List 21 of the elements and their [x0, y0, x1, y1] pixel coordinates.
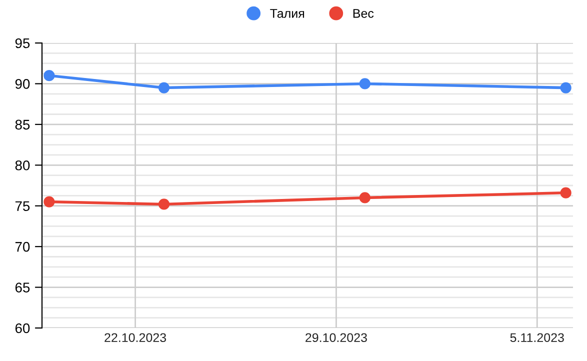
point — [359, 192, 370, 204]
point — [44, 196, 55, 208]
y-tick-label: 80 — [15, 160, 30, 170]
legend-label: Талия — [270, 9, 304, 18]
y-tick-label: 60 — [15, 323, 30, 334]
x-tick-label: 29.10.2023 — [306, 333, 367, 342]
point — [359, 78, 370, 90]
legend-label: Вес — [353, 9, 374, 18]
y-tick-label: 65 — [15, 282, 30, 292]
point — [158, 82, 170, 94]
y-tick-label: 70 — [15, 242, 30, 252]
point — [158, 198, 170, 210]
point — [560, 82, 572, 94]
point — [44, 70, 55, 82]
y-tick-label: 90 — [15, 79, 30, 89]
point — [560, 187, 572, 198]
y-tick-label: 85 — [15, 120, 30, 130]
x-tick-label: 22.10.2023 — [104, 333, 166, 342]
y-tick-label: 95 — [15, 38, 30, 48]
x-tick-label: 5.11.2023 — [510, 333, 564, 342]
y-tick-label: 75 — [15, 201, 30, 212]
